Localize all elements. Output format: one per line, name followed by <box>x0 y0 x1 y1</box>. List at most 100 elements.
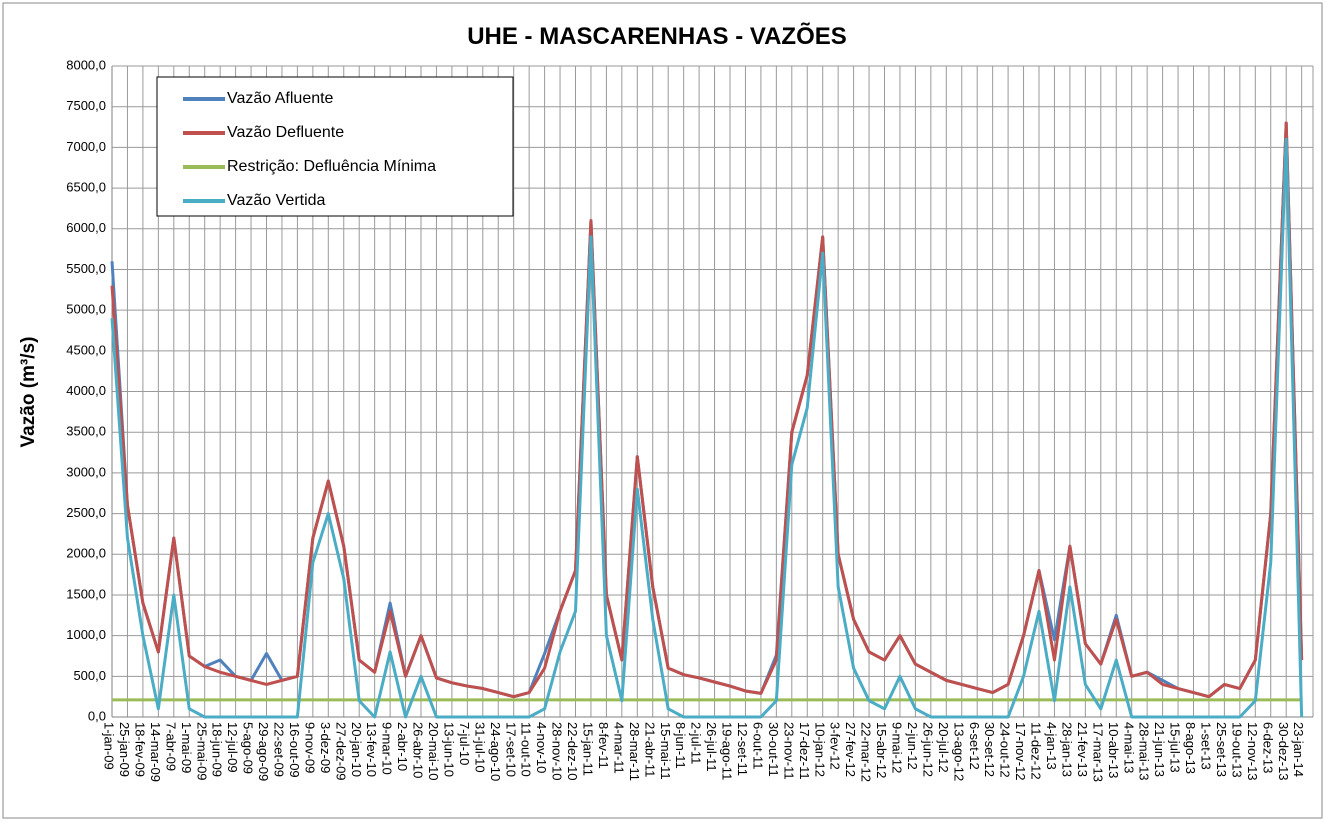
y-tick-label: 3500,0 <box>66 424 106 439</box>
chart-title: UHE - MASCARENHAS - VAZÕES <box>467 22 847 50</box>
x-tick-label: 22-mar-12 <box>859 722 874 782</box>
x-tick-label: 23-nov-11 <box>781 722 796 780</box>
x-tick-label: 28-mai-13 <box>1137 722 1152 781</box>
x-tick-label: 8-jun-11 <box>673 722 688 769</box>
x-tick-label: 10-jan-12 <box>812 722 827 777</box>
x-tick-label: 11-dez-12 <box>1029 722 1044 780</box>
y-tick-label: 1000,0 <box>66 627 106 642</box>
x-tick-label: 18-fev-09 <box>132 722 147 777</box>
x-tick-label: 5-ago-09 <box>241 722 256 774</box>
x-tick-label: 12-set-11 <box>735 722 750 776</box>
legend-label: Vazão Vertida <box>227 192 326 209</box>
x-tick-label: 12-nov-13 <box>1245 722 1260 781</box>
y-tick-label: 8000,0 <box>66 57 106 72</box>
x-tick-label: 8-ago-13 <box>1183 722 1198 774</box>
x-tick-label: 22-dez-10 <box>565 722 580 781</box>
x-tick-label: 1-jan-09 <box>102 722 117 770</box>
x-tick-label: 1-set-13 <box>1199 722 1214 770</box>
y-tick-label: 4000,0 <box>66 383 106 398</box>
y-tick-label: 4500,0 <box>66 342 106 357</box>
y-tick-label: 7000,0 <box>66 139 106 154</box>
y-tick-label: 0,0 <box>88 708 106 723</box>
x-tick-label: 17-dez-11 <box>797 722 812 780</box>
x-tick-label: 20-jan-10 <box>349 722 364 777</box>
y-tick-label: 500,0 <box>73 668 106 683</box>
x-tick-label: 15-jul-13 <box>1168 722 1183 773</box>
x-tick-label: 4-nov-10 <box>534 722 549 773</box>
x-tick-label: 4-mar-11 <box>611 722 626 774</box>
x-tick-label: 24-out-12 <box>998 722 1013 778</box>
x-tick-label: 27-dez-09 <box>333 722 348 781</box>
grid: 0,0 500,0 1000,0 1500,0 2000,0 2500,0 3000,0 35… <box>66 57 1314 782</box>
x-tick-label: 21-fev-13 <box>1075 722 1090 777</box>
x-tick-label: 21-jun-13 <box>1152 722 1167 777</box>
series-line <box>110 121 1304 699</box>
series-line <box>110 137 1304 719</box>
x-tick-label: 29-ago-09 <box>256 722 271 781</box>
x-tick-label: 3-dez-09 <box>318 722 333 773</box>
x-tick-label: 6-out-11 <box>750 722 765 769</box>
y-tick-label: 7500,0 <box>66 98 106 113</box>
x-tick-label: 30-dez-13 <box>1276 722 1291 781</box>
x-tick-label: 2-jun-12 <box>905 722 920 770</box>
y-tick-label: 2000,0 <box>66 546 106 561</box>
y-tick-label: 5500,0 <box>66 261 106 276</box>
x-tick-label: 23-jan-14 <box>1291 722 1306 777</box>
legend-label: Vazão Afluente <box>227 90 334 107</box>
plot <box>110 121 1304 719</box>
y-tick-label: 5000,0 <box>66 302 106 317</box>
legend: Vazão Afluente Vazão Defluente Restrição: … <box>156 76 514 217</box>
y-axis-label: Vazão (m³/s) <box>18 337 39 448</box>
x-tick-label: 4-jan-13 <box>1044 722 1059 770</box>
x-tick-label: 24-ago-10 <box>488 722 503 781</box>
y-tick-label: 2500,0 <box>66 505 106 520</box>
x-tick-label: 19-ago-11 <box>720 722 735 780</box>
x-tick-label: 8-fev-11 <box>596 722 611 769</box>
x-tick-label: 4-mai-13 <box>1121 722 1136 773</box>
x-tick-label: 2-jul-11 <box>689 722 704 764</box>
x-tick-label: 30-out-11 <box>766 722 781 777</box>
x-tick-label: 19-out-13 <box>1229 722 1244 778</box>
x-tick-label: 7-abr-09 <box>163 722 178 771</box>
x-tick-label: 31-jul-10 <box>472 722 487 773</box>
x-tick-label: 10-abr-13 <box>1106 722 1121 778</box>
y-tick-label: 1500,0 <box>66 586 106 601</box>
x-tick-label: 25-set-13 <box>1214 722 1229 777</box>
x-tick-label: 28-mar-11 <box>627 722 642 781</box>
x-tick-label: 3-fev-12 <box>828 722 843 770</box>
x-tick-label: 9-mai-12 <box>890 722 905 773</box>
x-tick-label: 21-abr-11 <box>642 722 657 777</box>
x-tick-label: 25-jan-09 <box>117 722 132 777</box>
x-tick-label: 2-abr-10 <box>395 722 410 771</box>
x-tick-label: 1-mai-09 <box>179 722 194 773</box>
y-tick-label: 6000,0 <box>66 220 106 235</box>
x-tick-label: 28-nov-10 <box>550 722 565 781</box>
x-tick-label: 12-jul-09 <box>225 722 240 773</box>
x-tick-label: 13-jun-10 <box>441 722 456 777</box>
x-tick-label: 15-jan-11 <box>581 722 596 776</box>
x-tick-label: 30-set-12 <box>982 722 997 777</box>
x-tick-label: 17-mar-13 <box>1090 722 1105 782</box>
x-tick-label: 7-jul-10 <box>457 722 472 765</box>
x-tick-label: 9-mar-10 <box>380 722 395 775</box>
x-tick-label: 6-dez-13 <box>1260 722 1275 773</box>
x-tick-label: 17-set-10 <box>503 722 518 777</box>
x-tick-label: 6-set-12 <box>967 722 982 770</box>
x-tick-label: 26-jun-12 <box>920 722 935 777</box>
y-tick-label: 3000,0 <box>66 464 106 479</box>
x-tick-label: 26-jul-11 <box>704 722 719 772</box>
y-tick-label: 6500,0 <box>66 180 106 195</box>
x-tick-label: 15-mai-11 <box>658 722 673 780</box>
x-tick-label: 20-mai-10 <box>426 722 441 781</box>
x-tick-label: 11-out-10 <box>519 722 534 777</box>
x-tick-label: 27-fev-12 <box>843 722 858 777</box>
x-tick-label: 16-out-09 <box>287 722 302 778</box>
x-tick-label: 22-set-09 <box>272 722 287 777</box>
x-tick-label: 9-nov-09 <box>302 722 317 773</box>
x-tick-label: 14-mar-09 <box>148 722 163 782</box>
legend-label: Vazão Defluente <box>227 124 344 141</box>
legend-label: Restrição: Defluência Mínima <box>227 158 436 175</box>
x-tick-label: 26-abr-10 <box>411 722 426 778</box>
x-tick-label: 25-mai-09 <box>194 722 209 781</box>
